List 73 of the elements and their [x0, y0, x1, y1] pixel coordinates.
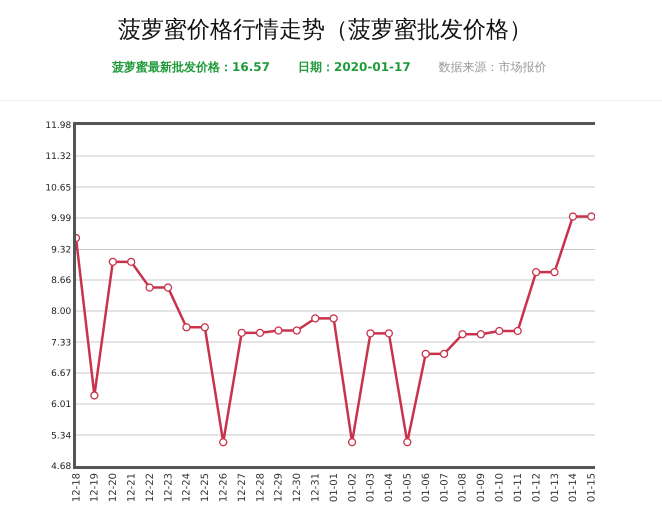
point — [145, 283, 154, 292]
point — [127, 258, 136, 266]
point — [550, 268, 559, 276]
point — [108, 258, 117, 266]
x-tick-label: 12-28 — [255, 473, 266, 502]
x-tick-label: 12-24 — [182, 473, 193, 502]
x-tick-label: 12-27 — [236, 473, 248, 502]
point — [495, 326, 504, 336]
x-tick-label: 01-06 — [420, 473, 432, 502]
x-tick-label: 12-18 — [71, 473, 82, 502]
source-note: 数据来源：市场报价 — [438, 60, 547, 74]
y-tick-label: 9.99 — [51, 214, 72, 224]
point — [440, 350, 448, 358]
point — [237, 328, 246, 338]
point — [330, 314, 338, 323]
point — [514, 326, 522, 336]
point — [348, 438, 356, 446]
point — [476, 330, 486, 338]
x-tick-label: 01-04 — [384, 473, 396, 502]
point — [256, 328, 264, 338]
point — [422, 350, 430, 358]
x-tick-label: 12-21 — [126, 473, 138, 502]
x-tick-label: 01-02 — [347, 473, 358, 502]
point — [532, 268, 540, 276]
point — [274, 326, 283, 335]
x-tick-label: 01-11 — [512, 473, 524, 502]
x-tick-label: 12-23 — [163, 473, 174, 502]
x-tick-label: 12-19 — [90, 473, 101, 502]
point — [90, 391, 99, 400]
x-tick-label: 01-09 — [476, 473, 488, 502]
point — [164, 283, 172, 292]
y-tick-label: 6.01 — [51, 400, 72, 410]
x-tick-label: 01-13 — [550, 473, 561, 502]
y-tick-label: 6.67 — [51, 369, 72, 380]
y-tick-label: 7.33 — [51, 338, 72, 348]
y-tick-label: 11.98 — [45, 121, 72, 132]
y-tick-label: 9.32 — [51, 245, 72, 256]
point — [458, 330, 467, 338]
y-tick-label: 10.65 — [45, 183, 72, 194]
y-tick-label: 11.32 — [45, 152, 72, 162]
point — [182, 323, 191, 332]
point — [587, 212, 595, 221]
point — [292, 326, 301, 335]
x-tick-label: 12-31 — [310, 473, 322, 502]
point — [311, 314, 320, 323]
x-tick-label: 01-15 — [586, 473, 598, 502]
y-tick-label: 4.68 — [51, 462, 72, 472]
point — [366, 329, 375, 338]
y-tick-label: 8.00 — [51, 307, 72, 318]
x-tick-label: 12-30 — [292, 473, 304, 502]
x-tick-label: 12-20 — [108, 473, 120, 502]
x-tick-label: 01-14 — [568, 473, 580, 502]
x-tick-label: 12-22 — [144, 473, 156, 502]
point — [384, 329, 394, 338]
point — [568, 212, 578, 221]
x-tick-label: 01-08 — [458, 473, 469, 502]
x-tick-label: 12-25 — [200, 473, 212, 502]
x-tick-label: 01-01 — [328, 473, 340, 502]
x-tick-label: 01-10 — [494, 473, 506, 502]
x-tick-label: 12-26 — [218, 473, 230, 502]
text: 日期：2020-01-17 — [298, 60, 411, 74]
x-tick-label: 01-07 — [439, 473, 450, 502]
point — [200, 323, 209, 332]
x-tick-label: 01-12 — [531, 473, 542, 502]
x-tick-label: 01-05 — [402, 473, 414, 502]
point — [403, 438, 412, 446]
x-tick-label: 01-03 — [366, 473, 377, 502]
chart-title: 菠萝蜜价格行情走势（菠萝蜜批发价格） — [118, 16, 532, 45]
point — [219, 438, 228, 446]
y-tick-label: 5.34 — [51, 431, 72, 442]
chart-subtitle: 菠萝蜜最新批发价格：16.57 — [112, 60, 270, 74]
x-tick-label: 12-29 — [274, 473, 285, 502]
y-tick-label: 8.66 — [51, 276, 72, 286]
